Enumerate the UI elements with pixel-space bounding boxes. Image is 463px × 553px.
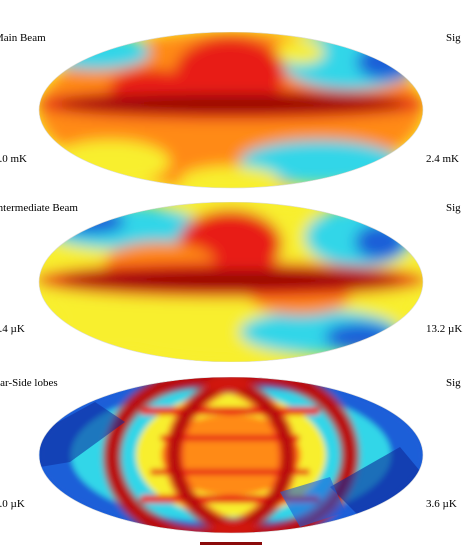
max-label: 2.4 mK [426, 153, 459, 165]
panel-title: Far-Side lobes [0, 377, 58, 389]
min-label: 0.4 µK [0, 323, 25, 335]
main-beam-panel: Main Beam Sig 0.0 mK 2.4 mK [0, 32, 463, 208]
sig-label: Sig [446, 32, 461, 44]
main-beam-map [38, 32, 424, 189]
panel-title: Intermediate Beam [0, 202, 78, 214]
far-side-lobes-map [38, 377, 424, 534]
max-label: 13.2 µK [426, 323, 463, 335]
max-label: 3.6 µK [426, 498, 457, 510]
scale-bar [200, 542, 262, 545]
sig-label: Sig [446, 377, 461, 389]
sig-label: Sig [446, 202, 461, 214]
far-side-lobes-panel: Far-Side lobes Sig 1.0 µK 3.6 µK [0, 377, 463, 553]
min-label: 1.0 µK [0, 498, 25, 510]
intermediate-beam-map [38, 202, 424, 362]
panel-title: Main Beam [0, 32, 46, 44]
intermediate-beam-panel: Intermediate Beam Sig 0.4 µK 13.2 µK [0, 202, 463, 378]
min-label: 0.0 mK [0, 153, 27, 165]
